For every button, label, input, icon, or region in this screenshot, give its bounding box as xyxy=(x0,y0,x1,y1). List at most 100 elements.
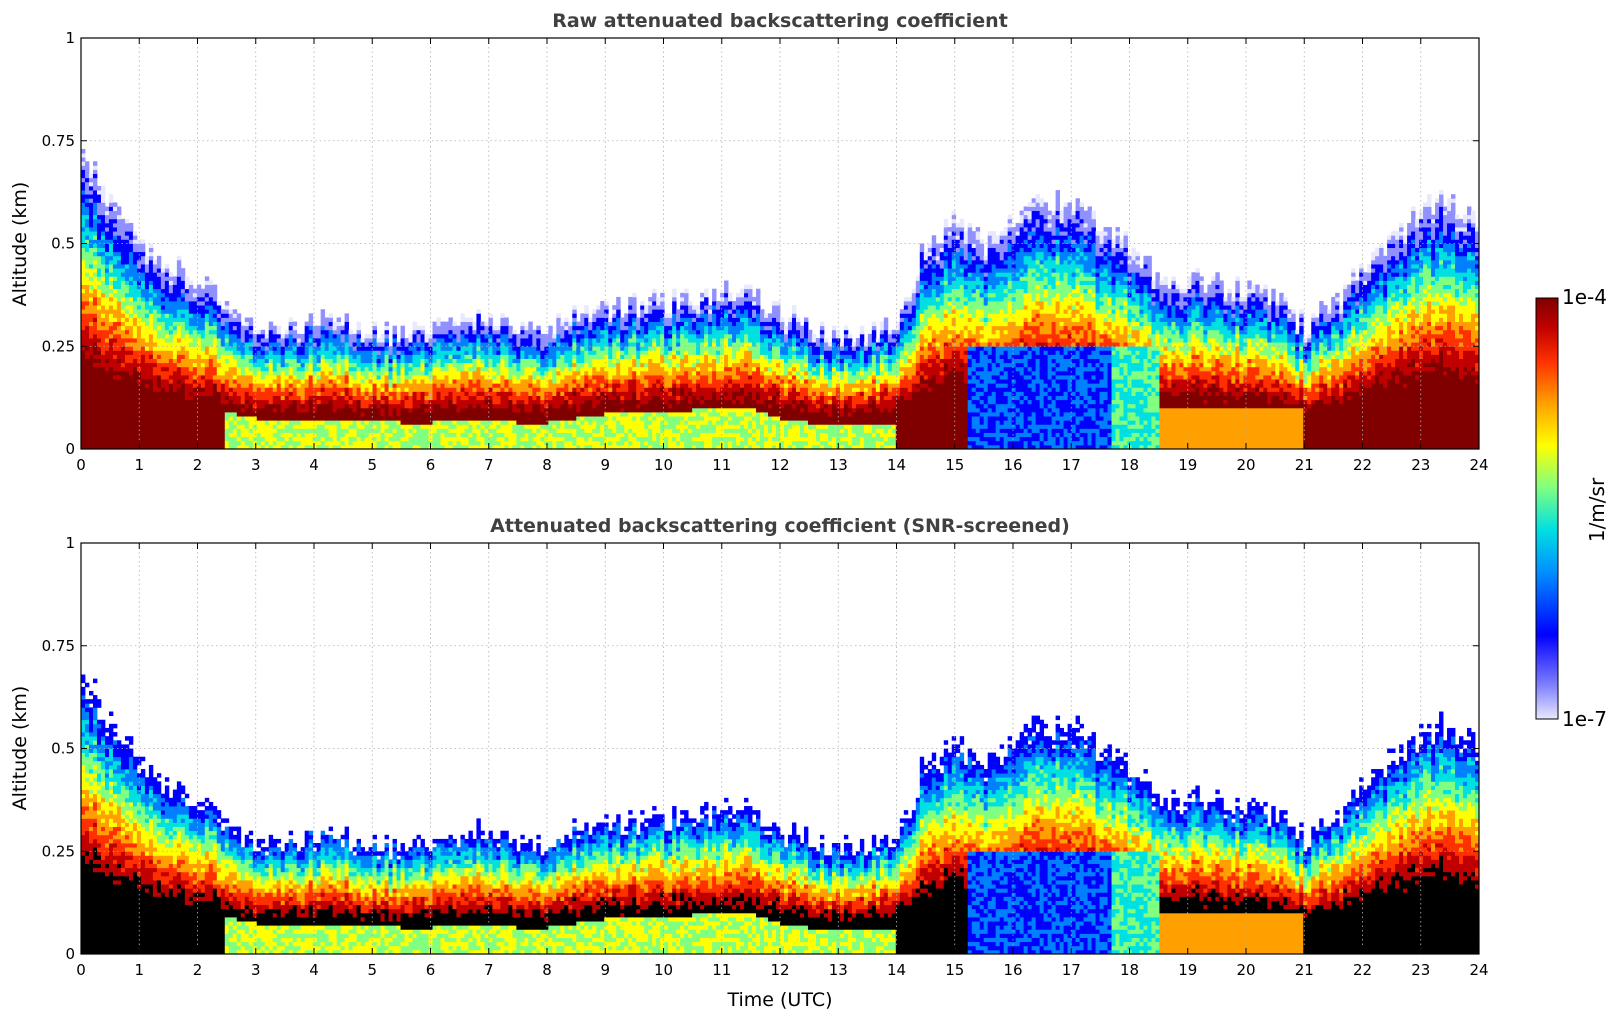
field-cell xyxy=(568,407,573,413)
field-cell xyxy=(184,346,190,351)
field-cell xyxy=(380,436,385,442)
field-cell xyxy=(108,358,114,364)
field-cell xyxy=(316,354,322,359)
field-cell xyxy=(176,440,182,446)
field-cell xyxy=(540,444,545,449)
field-cell xyxy=(212,407,218,413)
backscatter-field xyxy=(81,148,1479,449)
field-cell xyxy=(380,342,385,347)
field-cell xyxy=(448,370,453,376)
field-cell xyxy=(584,342,589,347)
field-cell xyxy=(548,416,553,421)
field-cell xyxy=(624,436,629,442)
field-cell xyxy=(608,375,613,380)
field-cell xyxy=(500,346,505,351)
field-cell xyxy=(544,424,549,429)
field-cell xyxy=(596,358,601,364)
field-cell xyxy=(108,354,114,359)
field-cell xyxy=(184,358,190,364)
field-cell xyxy=(132,358,138,364)
field-cell xyxy=(596,436,601,442)
field-cell xyxy=(520,346,525,351)
field-cell xyxy=(240,444,246,449)
field-cell xyxy=(348,358,354,364)
field-cell xyxy=(444,416,449,421)
field-cell xyxy=(488,412,493,417)
field-cell xyxy=(476,375,481,380)
field-cell xyxy=(172,420,178,425)
field-cell xyxy=(336,338,342,343)
field-cell xyxy=(436,395,441,401)
field-cell xyxy=(596,305,601,310)
field-cell xyxy=(244,387,250,392)
field-cell xyxy=(576,428,581,433)
field-cell xyxy=(152,268,158,273)
field-cell xyxy=(464,317,469,322)
field-cell xyxy=(484,333,489,339)
field-cell xyxy=(280,444,286,449)
field-cell xyxy=(580,321,585,327)
field-cell xyxy=(92,259,98,265)
field-cell xyxy=(208,444,214,449)
field-cell xyxy=(388,416,393,421)
field-cell xyxy=(164,416,170,421)
field-cell xyxy=(508,391,513,396)
field-cell xyxy=(116,387,122,392)
field-cell xyxy=(272,387,278,392)
field-cell xyxy=(268,321,274,327)
field-cell xyxy=(332,321,338,327)
field-cell xyxy=(340,375,346,380)
field-cell xyxy=(276,358,282,364)
field-cell xyxy=(336,440,342,446)
field-cell xyxy=(108,428,114,433)
field-cell xyxy=(220,440,226,446)
field-cell xyxy=(604,432,609,438)
field-cell xyxy=(524,387,529,392)
field-cell xyxy=(228,395,234,401)
field-cell xyxy=(584,399,589,405)
field-cell xyxy=(112,305,118,310)
field-cell xyxy=(236,383,242,388)
field-cell xyxy=(172,424,178,429)
field-cell xyxy=(216,407,222,413)
field-cell xyxy=(572,391,577,396)
field-cell xyxy=(496,358,501,364)
field-cell xyxy=(572,424,577,429)
field-cell xyxy=(472,387,477,392)
field-cell xyxy=(256,428,262,433)
field-cell xyxy=(532,350,537,355)
field-cell xyxy=(144,317,150,322)
field-cell xyxy=(556,424,561,429)
field-cell xyxy=(128,317,134,322)
field-cell xyxy=(328,432,334,438)
field-cell xyxy=(372,420,377,425)
field-cell xyxy=(196,309,202,314)
field-cell xyxy=(81,276,86,281)
field-cell xyxy=(368,366,373,372)
field-cell xyxy=(460,325,465,331)
field-cell xyxy=(580,387,585,392)
field-cell xyxy=(124,321,130,327)
field-cell xyxy=(204,309,210,314)
field-cell xyxy=(164,366,170,372)
field-cell xyxy=(360,346,365,351)
field-cell xyxy=(108,296,114,302)
field-cell xyxy=(156,317,162,322)
field-cell xyxy=(328,379,334,384)
field-cell xyxy=(376,420,381,425)
field-cell xyxy=(96,255,102,261)
field-cell xyxy=(204,416,210,421)
field-cell xyxy=(116,366,122,372)
field-cell xyxy=(92,231,98,236)
field-cell xyxy=(512,375,517,380)
field-cell xyxy=(400,383,405,388)
field-cell xyxy=(324,317,330,322)
field-cell xyxy=(324,432,330,438)
field-cell xyxy=(120,366,126,372)
field-cell xyxy=(180,412,186,417)
field-cell xyxy=(148,305,154,310)
field-cell xyxy=(400,440,405,446)
field-cell xyxy=(584,362,589,368)
field-cell xyxy=(344,412,350,417)
field-cell xyxy=(152,416,158,421)
